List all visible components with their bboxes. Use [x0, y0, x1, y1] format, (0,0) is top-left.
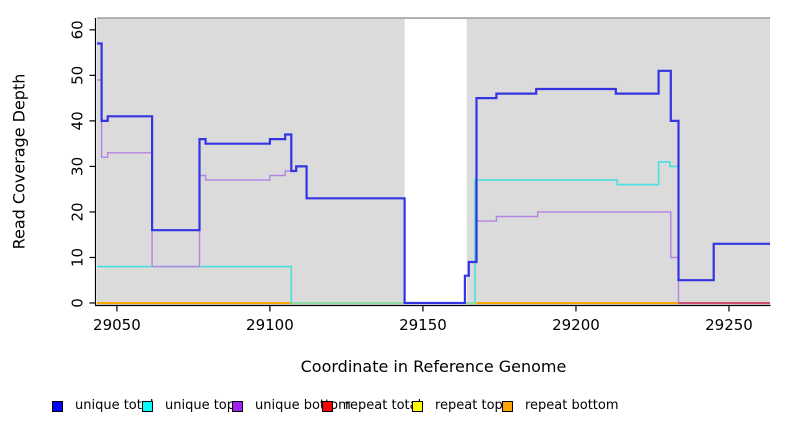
y-tick-label: 0: [69, 298, 87, 308]
y-axis-label-box: Read Coverage Depth: [2, 18, 36, 305]
legend-label: unique top: [165, 398, 236, 413]
legend-label: repeat top: [435, 398, 503, 413]
x-tick-label: 29100: [246, 316, 294, 334]
legend-swatch-repeat-bottom: [502, 400, 513, 412]
series-line-unique-total: [97, 42, 770, 305]
y-tick-label: 30: [69, 157, 87, 176]
legend-swatch-unique-top: [142, 400, 153, 412]
legend-swatch-repeat-top: [412, 400, 423, 412]
y-tick-label: 60: [69, 20, 87, 39]
y-tick-label: 20: [69, 202, 87, 221]
legend-swatch-unique-bottom: [232, 400, 243, 412]
legend-swatch-unique-total: [52, 400, 63, 412]
legend-label: repeat total: [345, 398, 422, 413]
legend-item-repeat-top: repeat top: [412, 398, 503, 414]
x-axis-label: Coordinate in Reference Genome: [300, 357, 567, 376]
y-tick-label: 40: [69, 111, 87, 130]
x-tick-label: 29050: [93, 316, 141, 334]
y-tick-label: 50: [69, 66, 87, 85]
y-tick-label: 10: [69, 248, 87, 267]
x-tick-label: 29200: [552, 316, 600, 334]
x-tick-label: 29250: [705, 316, 753, 334]
gap-region: [404, 19, 467, 305]
legend-item-unique-top: unique top: [142, 398, 235, 414]
legend-swatch-repeat-total: [322, 400, 333, 412]
legend-item-unique-total: unique total: [52, 398, 153, 414]
legend-item-repeat-total: repeat total: [322, 398, 421, 414]
x-tick-label: 29150: [399, 316, 447, 334]
legend-label: unique total: [75, 398, 154, 413]
legend-label: repeat bottom: [525, 398, 619, 413]
legend-item-repeat-bottom: repeat bottom: [502, 398, 619, 414]
y-axis-label: Read Coverage Depth: [9, 73, 29, 250]
